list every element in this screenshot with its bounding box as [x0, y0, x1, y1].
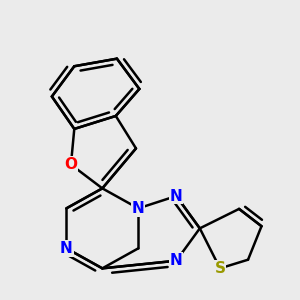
- Text: N: N: [170, 253, 183, 268]
- Text: N: N: [132, 201, 145, 216]
- Text: O: O: [64, 157, 77, 172]
- Text: N: N: [170, 188, 183, 203]
- Text: N: N: [60, 241, 73, 256]
- Text: S: S: [214, 261, 226, 276]
